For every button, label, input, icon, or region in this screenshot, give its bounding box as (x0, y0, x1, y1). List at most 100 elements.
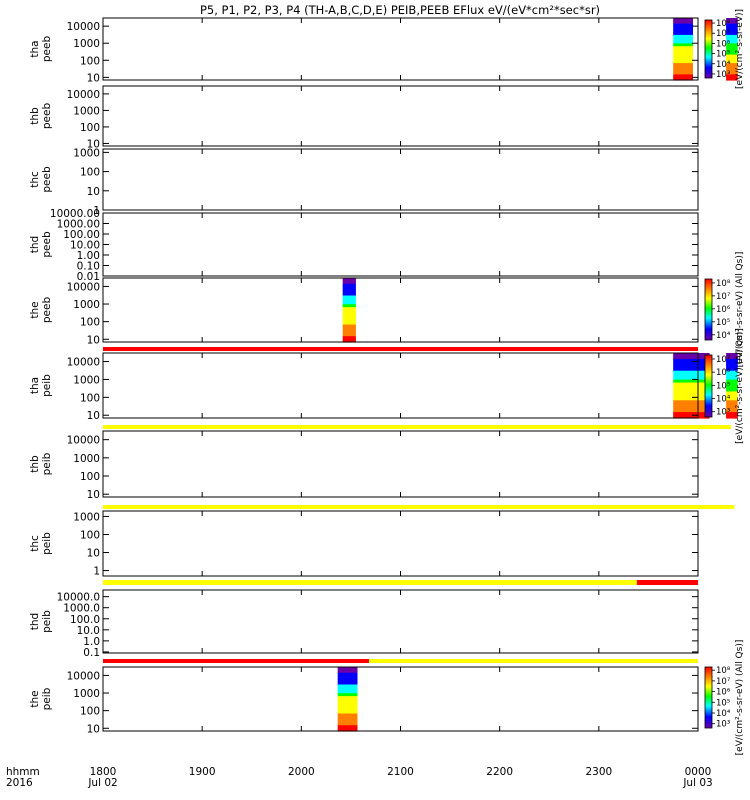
panel-label: thdpeib (29, 610, 53, 633)
colorbar-tick-label: 10⁷ (716, 29, 731, 39)
panel-label-line2: peeb (41, 231, 53, 258)
y-tick-label: 10 (87, 72, 100, 84)
y-tick-label: 10 (87, 723, 100, 735)
spectrogram-block (673, 353, 709, 419)
y-tick-label: 100 (80, 392, 100, 404)
y-tick-label: 10 (87, 489, 100, 501)
panel-frame (103, 667, 698, 731)
panels-group: 10100100010000thapeeb10³10⁴10⁵10⁶10⁷10⁸[… (29, 9, 745, 755)
colorbar-scale (705, 667, 712, 728)
y-tick-label: 10000 (67, 357, 100, 369)
x-tick-label: 2300 (585, 766, 612, 778)
colorbar-tick-label: 10⁵ (716, 318, 730, 328)
x-tick-label: 2000 (288, 766, 315, 778)
y-tick-label: 10000.0 (57, 592, 100, 604)
y-tick-label: 10 (87, 410, 100, 422)
panel-label-line2: peib (41, 610, 53, 633)
panel-thb-peeb: 10 100 1000 10000 thbpeeb (29, 86, 698, 150)
panel-label-line2: peib (41, 452, 53, 475)
mode-bar-segment (103, 580, 637, 585)
y-tick-label: 10 (87, 548, 100, 560)
panel-label: thepeib (29, 687, 53, 710)
x-tick-label: 1900 (189, 766, 216, 778)
y-tick-label: 10 (87, 334, 100, 346)
colorbar-tick-label: 10⁴ (716, 60, 731, 70)
y-tick-label: 10000.00 (50, 208, 100, 220)
spectrogram-block (673, 18, 693, 81)
x-date-label: Jul 03 (682, 777, 712, 789)
y-tick-label: 10.0 (77, 625, 100, 637)
panel-frame (103, 590, 698, 653)
y-tick-label: 0.1 (83, 647, 100, 659)
panel-label-line1: thb (29, 455, 41, 473)
panel-label-line1: tha (29, 40, 41, 57)
y-tick-label: 1000.0 (63, 603, 100, 615)
panel-label: thdpeeb (29, 231, 53, 258)
colorbar-unit-label: [eV/(cm²-s-sr-eV) (All Qs)] (735, 640, 745, 756)
panel-label-line1: thb (29, 107, 41, 125)
colorbar-scale (705, 355, 712, 417)
x-tick-label: 2200 (486, 766, 513, 778)
panel-label-line1: thc (29, 171, 41, 188)
colorbar-unit-label: [eV/(cm²-s-sr-eV)] (735, 9, 745, 89)
mode-bar-segment (369, 659, 698, 663)
mode-bar-segment (103, 505, 734, 509)
colorbar-tick-label: 10³ (716, 720, 730, 730)
colorbar-tick-label: 10⁸ (716, 666, 731, 676)
y-tick-label: 100 (80, 529, 100, 541)
panel-frame (103, 86, 698, 146)
mode-bar-tha-peib (103, 425, 731, 429)
y-tick-label: 0.10 (77, 261, 100, 273)
panel-label: thcpeeb (29, 166, 53, 193)
y-tick-label: 100 (80, 55, 100, 67)
panel-thb-peib: 10 100 1000 10000 thbpeib (29, 431, 698, 501)
colorbar-tick-label: 10⁵ (716, 698, 730, 708)
panel-label-line1: tha (29, 377, 41, 394)
panel-thc-peeb: 1101001000thcpeeb (29, 147, 698, 217)
y-tick-label: 1000 (73, 374, 100, 386)
colorbar-scale (705, 279, 712, 340)
panel-frame (103, 149, 698, 210)
mode-bar-the-peeb (103, 347, 698, 351)
y-tick-label: 1000 (73, 299, 100, 311)
y-tick-label: 10000 (67, 670, 100, 682)
y-tick-label: 1000 (73, 688, 100, 700)
y-tick-label: 10000 (67, 281, 100, 293)
spectrogram-block (343, 278, 356, 343)
y-tick-label: 1 (93, 566, 100, 578)
spectrogram-cell (343, 325, 356, 329)
y-tick-label: 1000 (73, 147, 100, 159)
panel-label-line1: the (29, 690, 41, 707)
panel-label-line2: peeb (41, 103, 53, 130)
y-tick-label: 1000 (73, 511, 100, 523)
colorbar-tick-label: 10⁶ (716, 39, 731, 49)
panel-frame (103, 213, 698, 276)
mode-bar-thc-peib (103, 580, 698, 585)
colorbar-tick-label: 10⁷ (716, 677, 731, 687)
y-tick-label: 100 (80, 122, 100, 134)
y-tick-label: 10000 (67, 21, 100, 33)
spectrogram-cell (673, 72, 693, 75)
colorbar-scale (705, 20, 712, 78)
panel-label-line1: thd (29, 236, 41, 253)
mode-bar-segment (637, 580, 698, 585)
y-tick-label: 1.0 (83, 636, 100, 648)
y-tick-label: 100.0 (70, 614, 100, 626)
panel-frame (103, 431, 698, 497)
colorbar-tick-label: 10⁸ (716, 279, 731, 289)
panel-label-line2: peeb (41, 166, 53, 193)
spectrogram-cell (673, 55, 693, 58)
panel-label-line2: peeb (41, 36, 53, 63)
mode-bar-segment (103, 659, 369, 663)
colorbar-tick-label: 10⁶ (716, 688, 731, 698)
panel-label-line2: peib (41, 532, 53, 555)
panel-frame (103, 18, 698, 80)
panel-label-line2: peib (41, 374, 53, 397)
spectrogram-cell (338, 682, 358, 686)
y-tick-label: 100 (80, 317, 100, 329)
y-tick-label: 10.00 (70, 240, 100, 252)
